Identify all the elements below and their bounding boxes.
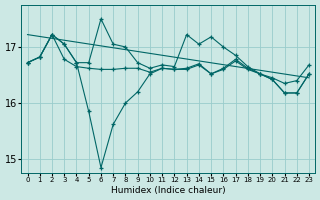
- X-axis label: Humidex (Indice chaleur): Humidex (Indice chaleur): [111, 186, 226, 195]
